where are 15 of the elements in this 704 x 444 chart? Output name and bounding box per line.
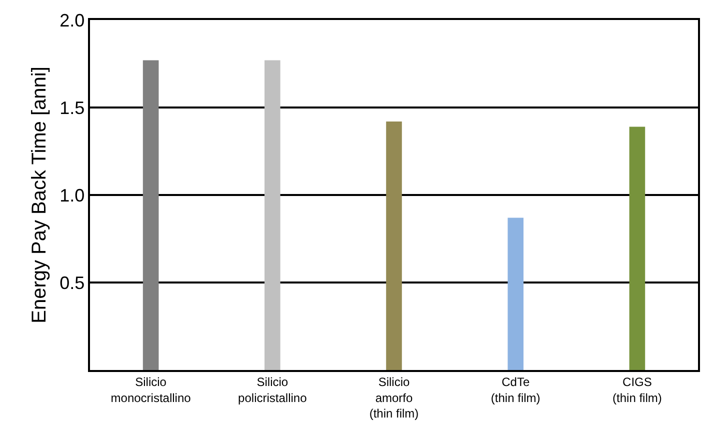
bar [508,218,524,370]
x-tick-label: CIGS (thin film) [612,375,662,405]
y-tick-label: 1.0 [60,185,85,206]
y-axis-title: Energy Pay Back Time [anni] [28,66,51,324]
y-tick-label: 2.0 [60,10,85,30]
y-tick-label: 1.5 [60,98,85,118]
x-tick-label: Silicio monocristallino [110,375,192,405]
bar [386,122,402,370]
bar [629,126,646,370]
x-tick-label: CdTe (thin film) [490,375,540,405]
y-tick-label: 0.5 [60,272,85,293]
bar [264,60,280,370]
x-tick-label: Silicio amorfo (thin film) [369,375,419,420]
x-tick-label: Silicio policristallino [238,375,308,405]
bar [142,60,159,370]
